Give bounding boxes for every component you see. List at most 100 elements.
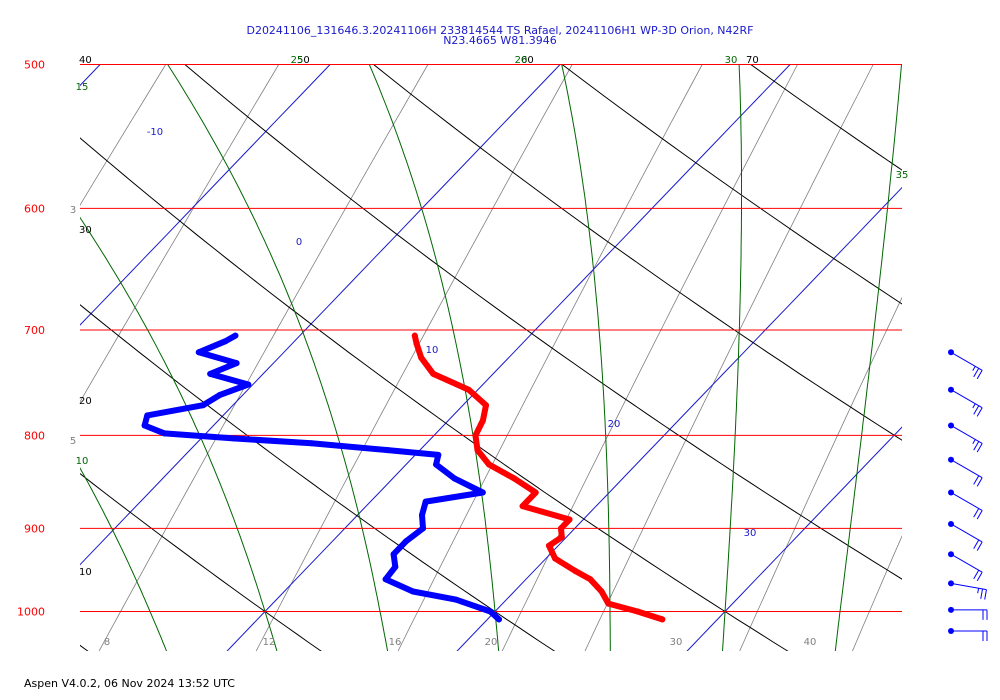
temperature-point xyxy=(479,417,486,424)
temperature-point xyxy=(605,600,612,607)
dry-adiabat-label: 70 xyxy=(746,55,759,66)
wind-barb-flag xyxy=(973,475,980,485)
dewpoint-point xyxy=(382,576,389,583)
wind-barb-flag xyxy=(976,571,983,582)
dewpoint-point xyxy=(308,440,315,447)
y-tick-label: 500 xyxy=(24,59,45,72)
dewpoint-point xyxy=(245,381,252,388)
isotherm-label: 0 xyxy=(296,237,302,248)
y-tick-label: 900 xyxy=(24,522,45,535)
y-tick-label: 800 xyxy=(24,429,45,442)
moist-adiabat-label: 30 xyxy=(725,55,738,66)
temperature-point xyxy=(413,340,420,347)
mixing-ratio-label: 5 xyxy=(70,436,76,447)
dry-adiabat-line xyxy=(80,473,322,651)
wind-barb xyxy=(948,627,988,641)
mixing-ratio-line xyxy=(98,64,429,651)
mixing-ratio-line xyxy=(739,296,902,651)
dewpoint-point xyxy=(200,402,207,409)
isotherm-line xyxy=(686,426,902,651)
dewpoint-point xyxy=(451,475,458,482)
wind-barb-flag xyxy=(972,366,976,371)
dry-adiabat-line xyxy=(560,64,902,305)
y-tick-label: 1000 xyxy=(17,606,45,619)
dewpoint-point xyxy=(435,451,442,458)
dewpoint-point xyxy=(232,332,239,339)
dry-adiabat-label: 60 xyxy=(521,55,534,66)
dewpoint-point xyxy=(422,498,429,505)
wind-barb-flag xyxy=(977,588,980,594)
wind-barb-flag xyxy=(976,370,983,380)
mixing-ratio-line xyxy=(397,64,703,651)
dewpoint-point xyxy=(141,422,148,429)
y-tick-label: 700 xyxy=(24,324,45,337)
dewpoint-point xyxy=(222,338,229,345)
mixing-ratio-line xyxy=(80,64,167,206)
temperature-point xyxy=(519,503,526,510)
wind-barb-flag xyxy=(973,441,980,451)
dewpoint-point xyxy=(233,360,240,367)
x-tick-label: 20 xyxy=(485,637,498,648)
moist-adiabat-line xyxy=(948,0,1000,657)
wind-barb-staff xyxy=(950,553,983,573)
dry-adiabat-line xyxy=(80,644,89,651)
moist-adiabat-label: 20 xyxy=(515,55,528,66)
temperature-point xyxy=(546,542,552,549)
dewpoint-point xyxy=(452,596,459,603)
wind-barb-flag xyxy=(972,439,976,445)
isotherm-label: 10 xyxy=(426,345,439,356)
moist-adiabat-line xyxy=(722,64,742,651)
wind-barb xyxy=(948,456,983,487)
dewpoint-point xyxy=(420,525,426,532)
x-tick-label: 12 xyxy=(263,637,276,648)
wind-barb xyxy=(948,520,983,551)
dewpoint-point xyxy=(402,538,409,545)
moist-adiabat-line xyxy=(561,64,611,651)
dewpoint-point xyxy=(161,430,168,437)
mixing-ratio-label: 3 xyxy=(70,205,76,216)
wind-barb-staff xyxy=(950,351,983,371)
x-tick-label: 16 xyxy=(389,637,402,648)
temperature-point xyxy=(483,402,489,409)
dewpoint-point xyxy=(390,551,397,558)
dry-adiabat-line xyxy=(749,64,902,171)
mixing-ratio-line xyxy=(584,64,874,651)
temperature-point xyxy=(411,332,418,339)
footer-version-text: Aspen V4.0.2, 06 Nov 2024 13:52 UTC xyxy=(24,677,235,690)
temperature-point xyxy=(566,516,573,523)
dry-adiabat-line xyxy=(80,137,789,651)
temperature-point xyxy=(511,475,518,482)
mixing-ratio-line xyxy=(80,64,280,403)
temperature-point xyxy=(634,608,641,615)
wind-barb-flag xyxy=(976,541,983,551)
dry-adiabat-line xyxy=(183,64,902,580)
dewpoint-point xyxy=(410,588,416,595)
dewpoint-point xyxy=(195,349,202,356)
isotherm-label: 20 xyxy=(608,419,621,430)
moist-adiabat-label: 35 xyxy=(896,170,909,181)
wind-barb-flag xyxy=(973,368,980,378)
dewpoint-point xyxy=(496,616,502,623)
wind-barb-staff xyxy=(950,523,983,543)
temperature-point xyxy=(474,447,481,454)
moist-adiabat-line xyxy=(368,64,500,651)
wind-barb-staff xyxy=(950,425,983,444)
dewpoint-point xyxy=(216,391,223,398)
dewpoint-point xyxy=(433,461,440,468)
wind-barb-staff xyxy=(950,459,983,479)
mixing-ratio-line xyxy=(255,64,573,651)
mixing-ratio-line xyxy=(0,0,25,657)
wind-barb-flag xyxy=(976,407,983,417)
wind-barb-flag xyxy=(980,588,984,599)
dry-adiabat-label: 20 xyxy=(79,396,92,407)
moist-adiabat-line xyxy=(80,216,278,651)
isotherm-line xyxy=(456,186,902,651)
wind-barb xyxy=(948,606,988,620)
temperature-point xyxy=(486,461,492,468)
dewpoint-point xyxy=(144,412,151,419)
dewpoint-point xyxy=(384,447,391,454)
moist-adiabat-line xyxy=(834,64,902,651)
temperature-point xyxy=(598,588,605,595)
temperature-point xyxy=(532,489,539,496)
dewpoint-point xyxy=(479,489,486,496)
